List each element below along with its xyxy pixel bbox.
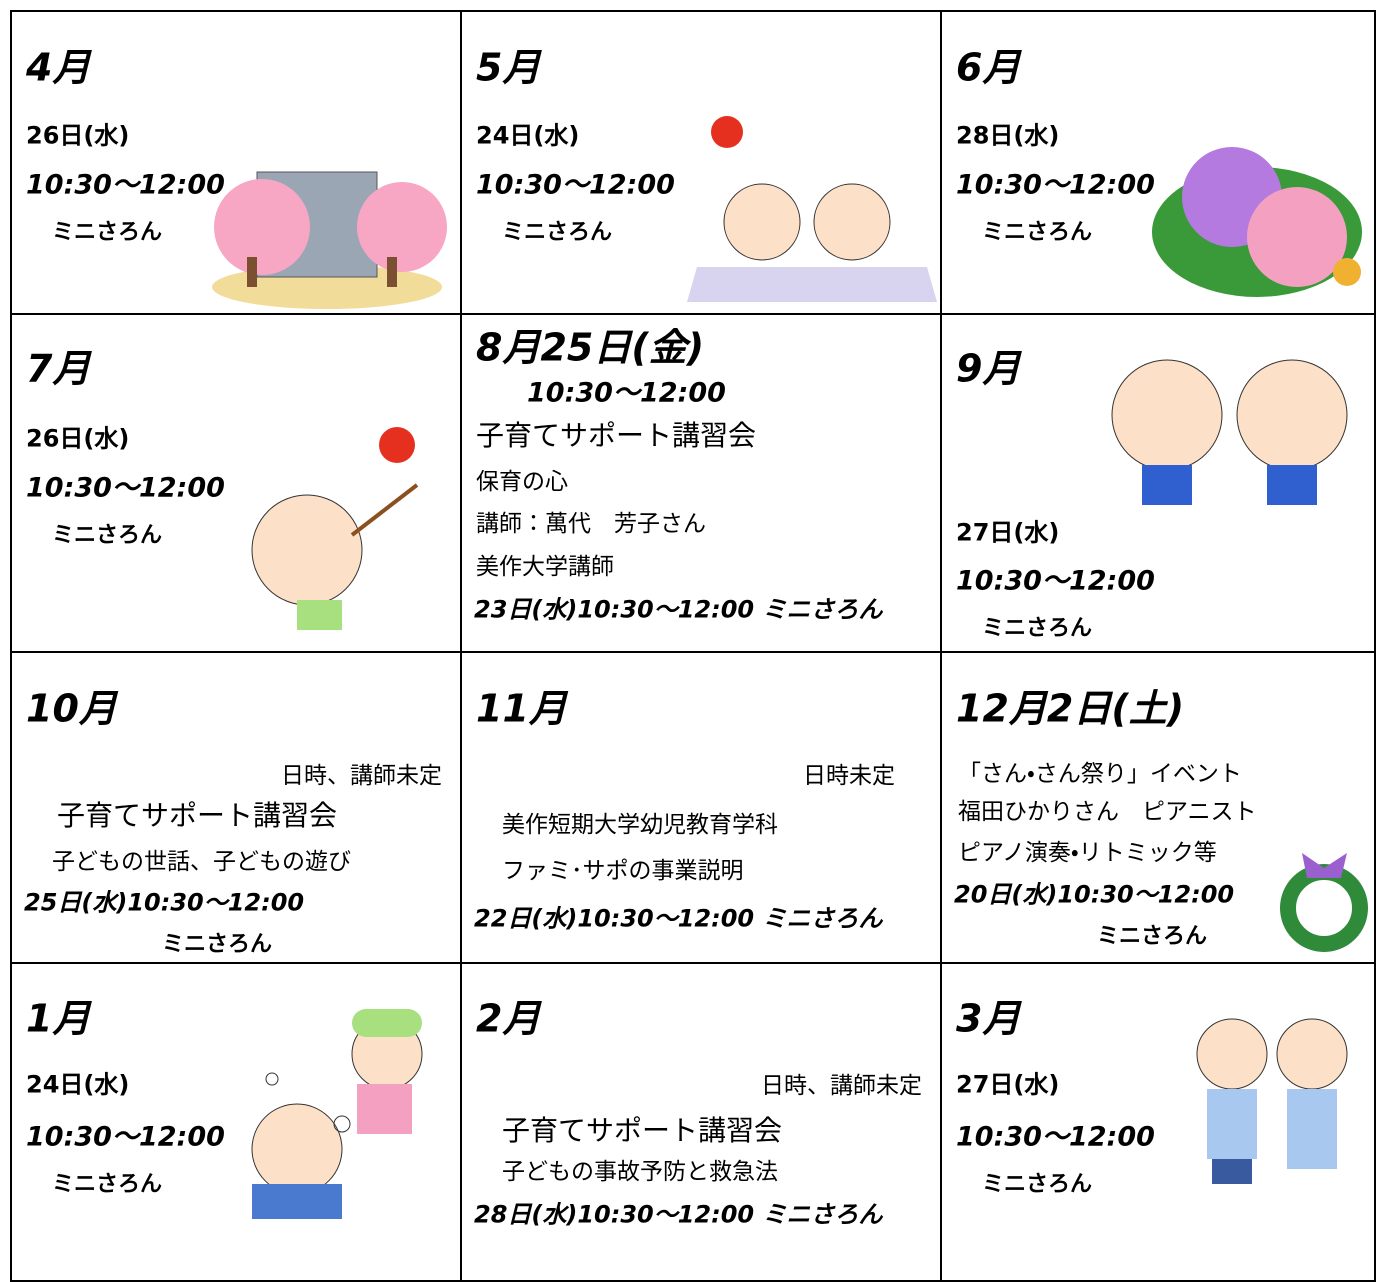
- date: 24日(水): [476, 121, 580, 150]
- cell-april: 4月 26日(水) 10:30～12:00 ミニさろん: [10, 10, 462, 315]
- note: 日時未定: [803, 763, 895, 789]
- note: 子育てサポート講習会: [502, 1114, 783, 1147]
- cell-november: 11月 日時未定 美作短期大学幼児教育学科 ファミ･サポの事業説明 22日(水)…: [460, 651, 942, 964]
- time: 10:30～12:00: [956, 1121, 1155, 1153]
- note: 子育てサポート講習会: [57, 799, 338, 832]
- month: 3月: [956, 996, 1021, 1041]
- cell-august: 8月25日(金) 10:30～12:00 子育てサポート講習会 保育の心 講師：…: [460, 313, 942, 653]
- cell-february: 2月 日時、講師未定 子育てサポート講習会 子どもの事故予防と救急法 28日(水…: [460, 962, 942, 1282]
- school-illustration: [212, 171, 447, 309]
- footer: 20日(水)10:30～12:00: [954, 880, 1235, 909]
- boy-net-illustration: [251, 427, 419, 630]
- note: ファミ･サポの事業説明: [502, 858, 744, 884]
- cell-december: 12月2日(土) 「さん・さん祭り」イベント 福田ひかりさん ピアニスト ピアノ…: [940, 651, 1376, 964]
- cell-july: 7月 26日(水) 10:30～12:00 ミニさろん: [10, 313, 462, 653]
- month: 5月: [476, 45, 541, 90]
- cell-june: 6月 28日(水) 10:30～12:00 ミニさろん: [940, 10, 1376, 315]
- time: 10:30～12:00: [527, 377, 726, 409]
- time: 10:30～12:00: [956, 565, 1155, 597]
- note: 保育の心: [476, 469, 568, 495]
- note: 日時、講師未定: [761, 1073, 922, 1099]
- time: 10:30～12:00: [26, 472, 225, 504]
- note: 講師：萬代 芳子さん: [476, 511, 706, 537]
- hydrangea-illustration: [1152, 147, 1362, 297]
- cell-october: 10月 日時、講師未定 子育てサポート講習会 子どもの世話、子どもの遊び 25日…: [10, 651, 462, 964]
- month: 4月: [26, 45, 91, 90]
- note: 子どもの世話、子どもの遊び: [52, 849, 351, 875]
- date: 26日(水): [26, 121, 130, 150]
- date: 27日(水): [956, 518, 1060, 547]
- note: 美作短期大学幼児教育学科: [502, 812, 778, 838]
- footer: 22日(水)10:30～12:00 ミニさろん: [474, 904, 883, 933]
- date: 24日(水): [26, 1070, 130, 1099]
- cell-january: 1月 24日(水) 10:30～12:00 ミニさろん: [10, 962, 462, 1282]
- month: 1月: [26, 996, 91, 1041]
- time: 10:30～12:00: [476, 169, 675, 201]
- note: 子育てサポート講習会: [476, 419, 757, 452]
- place: ミニさろん: [162, 932, 273, 957]
- date: 26日(水): [26, 424, 130, 453]
- month: 7月: [26, 346, 91, 391]
- time: 10:30～12:00: [26, 169, 225, 201]
- wreath-illustration: [1280, 853, 1368, 952]
- note: 福田ひかりさん ピアニスト: [958, 799, 1257, 825]
- note: ピアノ演奏・リトミック等: [958, 840, 1217, 866]
- exercise-illustration: [1111, 359, 1348, 505]
- note: 「さん・さん祭り」イベント: [958, 761, 1242, 787]
- picnic-illustration: [687, 116, 937, 302]
- month: 6月: [956, 45, 1021, 90]
- place: ミニさろん: [52, 1172, 163, 1197]
- footer: 25日(水)10:30～12:00: [24, 888, 305, 917]
- date: 27日(水): [956, 1070, 1060, 1099]
- time: 10:30～12:00: [26, 1121, 225, 1153]
- month: 9月: [956, 346, 1021, 391]
- place: ミニさろん: [502, 220, 613, 245]
- graduation-illustration: [1196, 1018, 1348, 1184]
- place: ミニさろん: [52, 220, 163, 245]
- date: 28日(水): [956, 121, 1060, 150]
- note: 日時、講師未定: [281, 763, 442, 789]
- place: ミニさろん: [1097, 924, 1208, 949]
- place: ミニさろん: [52, 523, 163, 548]
- footer: 23日(水)10:30～12:00 ミニさろん: [474, 595, 883, 624]
- cell-may: 5月 24日(水) 10:30～12:00 ミニさろん: [460, 10, 942, 315]
- month: 2月: [476, 996, 541, 1041]
- month: 10月: [26, 686, 117, 731]
- place: ミニさろん: [982, 220, 1093, 245]
- time: 10:30～12:00: [956, 169, 1155, 201]
- month: 8月25日(金): [476, 325, 705, 370]
- place: ミニさろん: [982, 616, 1093, 641]
- place: ミニさろん: [982, 1172, 1093, 1197]
- cell-march: 3月 27日(水) 10:30～12:00 ミニさろん: [940, 962, 1376, 1282]
- note: 美作大学講師: [476, 554, 614, 580]
- footer: 28日(水)10:30～12:00 ミニさろん: [474, 1200, 883, 1229]
- month: 12月2日(土): [956, 686, 1185, 731]
- snow-illustration: [251, 1009, 423, 1219]
- month: 11月: [476, 686, 567, 731]
- cell-september: 9月 27日(水) 10:30～12:00 ミニさろん: [940, 313, 1376, 653]
- note: 子どもの事故予防と救急法: [502, 1159, 778, 1185]
